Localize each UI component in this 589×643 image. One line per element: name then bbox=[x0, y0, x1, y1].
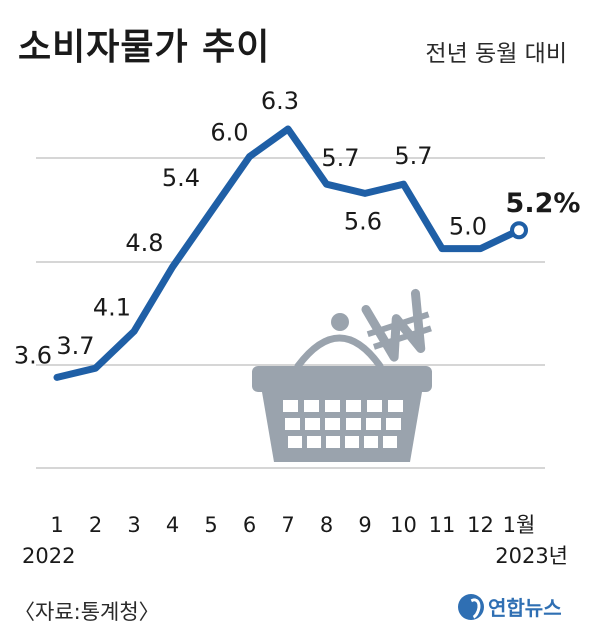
x-tick-label: 8 bbox=[320, 513, 333, 537]
value-label: 3.6 bbox=[14, 341, 52, 369]
value-label: 5.4 bbox=[162, 164, 200, 192]
last-point-marker bbox=[510, 221, 528, 240]
source-note: 〈자료:통계청〉 bbox=[14, 600, 160, 624]
chart-subtitle: 전년 동월 대비 bbox=[425, 41, 567, 67]
x-tick-label: 10 bbox=[390, 513, 417, 537]
value-label: 5.7 bbox=[394, 142, 432, 170]
logo-text: 연합뉴스 bbox=[488, 596, 562, 620]
value-label: 3.7 bbox=[56, 332, 94, 360]
chart-title: 소비자물가 추이 bbox=[18, 27, 271, 68]
x-tick-label: 9 bbox=[358, 513, 371, 537]
x-tick-label: 7 bbox=[281, 513, 294, 537]
x-tick-label: 3 bbox=[127, 513, 140, 537]
yonhap-logo-icon bbox=[458, 593, 484, 620]
shopping-basket-icon bbox=[252, 288, 432, 462]
year-label-end: 2023년 bbox=[495, 544, 568, 568]
value-label: 4.1 bbox=[93, 293, 131, 321]
x-tick-label: 11 bbox=[429, 513, 456, 537]
year-label-start: 2022 bbox=[22, 544, 75, 568]
x-tick-label: 5 bbox=[204, 513, 217, 537]
x-tick-label: 1월 bbox=[503, 513, 536, 537]
x-tick-label: 4 bbox=[166, 513, 179, 537]
series-line bbox=[53, 125, 523, 381]
value-label: 4.8 bbox=[125, 229, 163, 257]
grid-lines bbox=[36, 157, 545, 469]
value-label: 6.0 bbox=[210, 119, 248, 147]
won-sign-icon bbox=[361, 288, 432, 362]
x-tick-label: 12 bbox=[467, 513, 494, 537]
series-layer bbox=[53, 125, 528, 381]
value-labels: 3.6 3.7 4.1 4.8 5.4 6.0 6.3 5.7 5.6 5.7 5.0 5.2% bbox=[14, 87, 581, 369]
value-label: 5.0 bbox=[449, 213, 487, 241]
x-tick-label: 2 bbox=[89, 513, 102, 537]
value-label: 6.3 bbox=[261, 87, 299, 115]
value-label: 5.7 bbox=[321, 144, 359, 172]
x-tick-label: 1 bbox=[50, 513, 63, 537]
value-label: 5.2% bbox=[506, 188, 581, 219]
x-tick-label: 6 bbox=[243, 513, 256, 537]
value-label: 5.6 bbox=[344, 207, 382, 235]
logo: 연합뉴스 bbox=[458, 592, 562, 621]
